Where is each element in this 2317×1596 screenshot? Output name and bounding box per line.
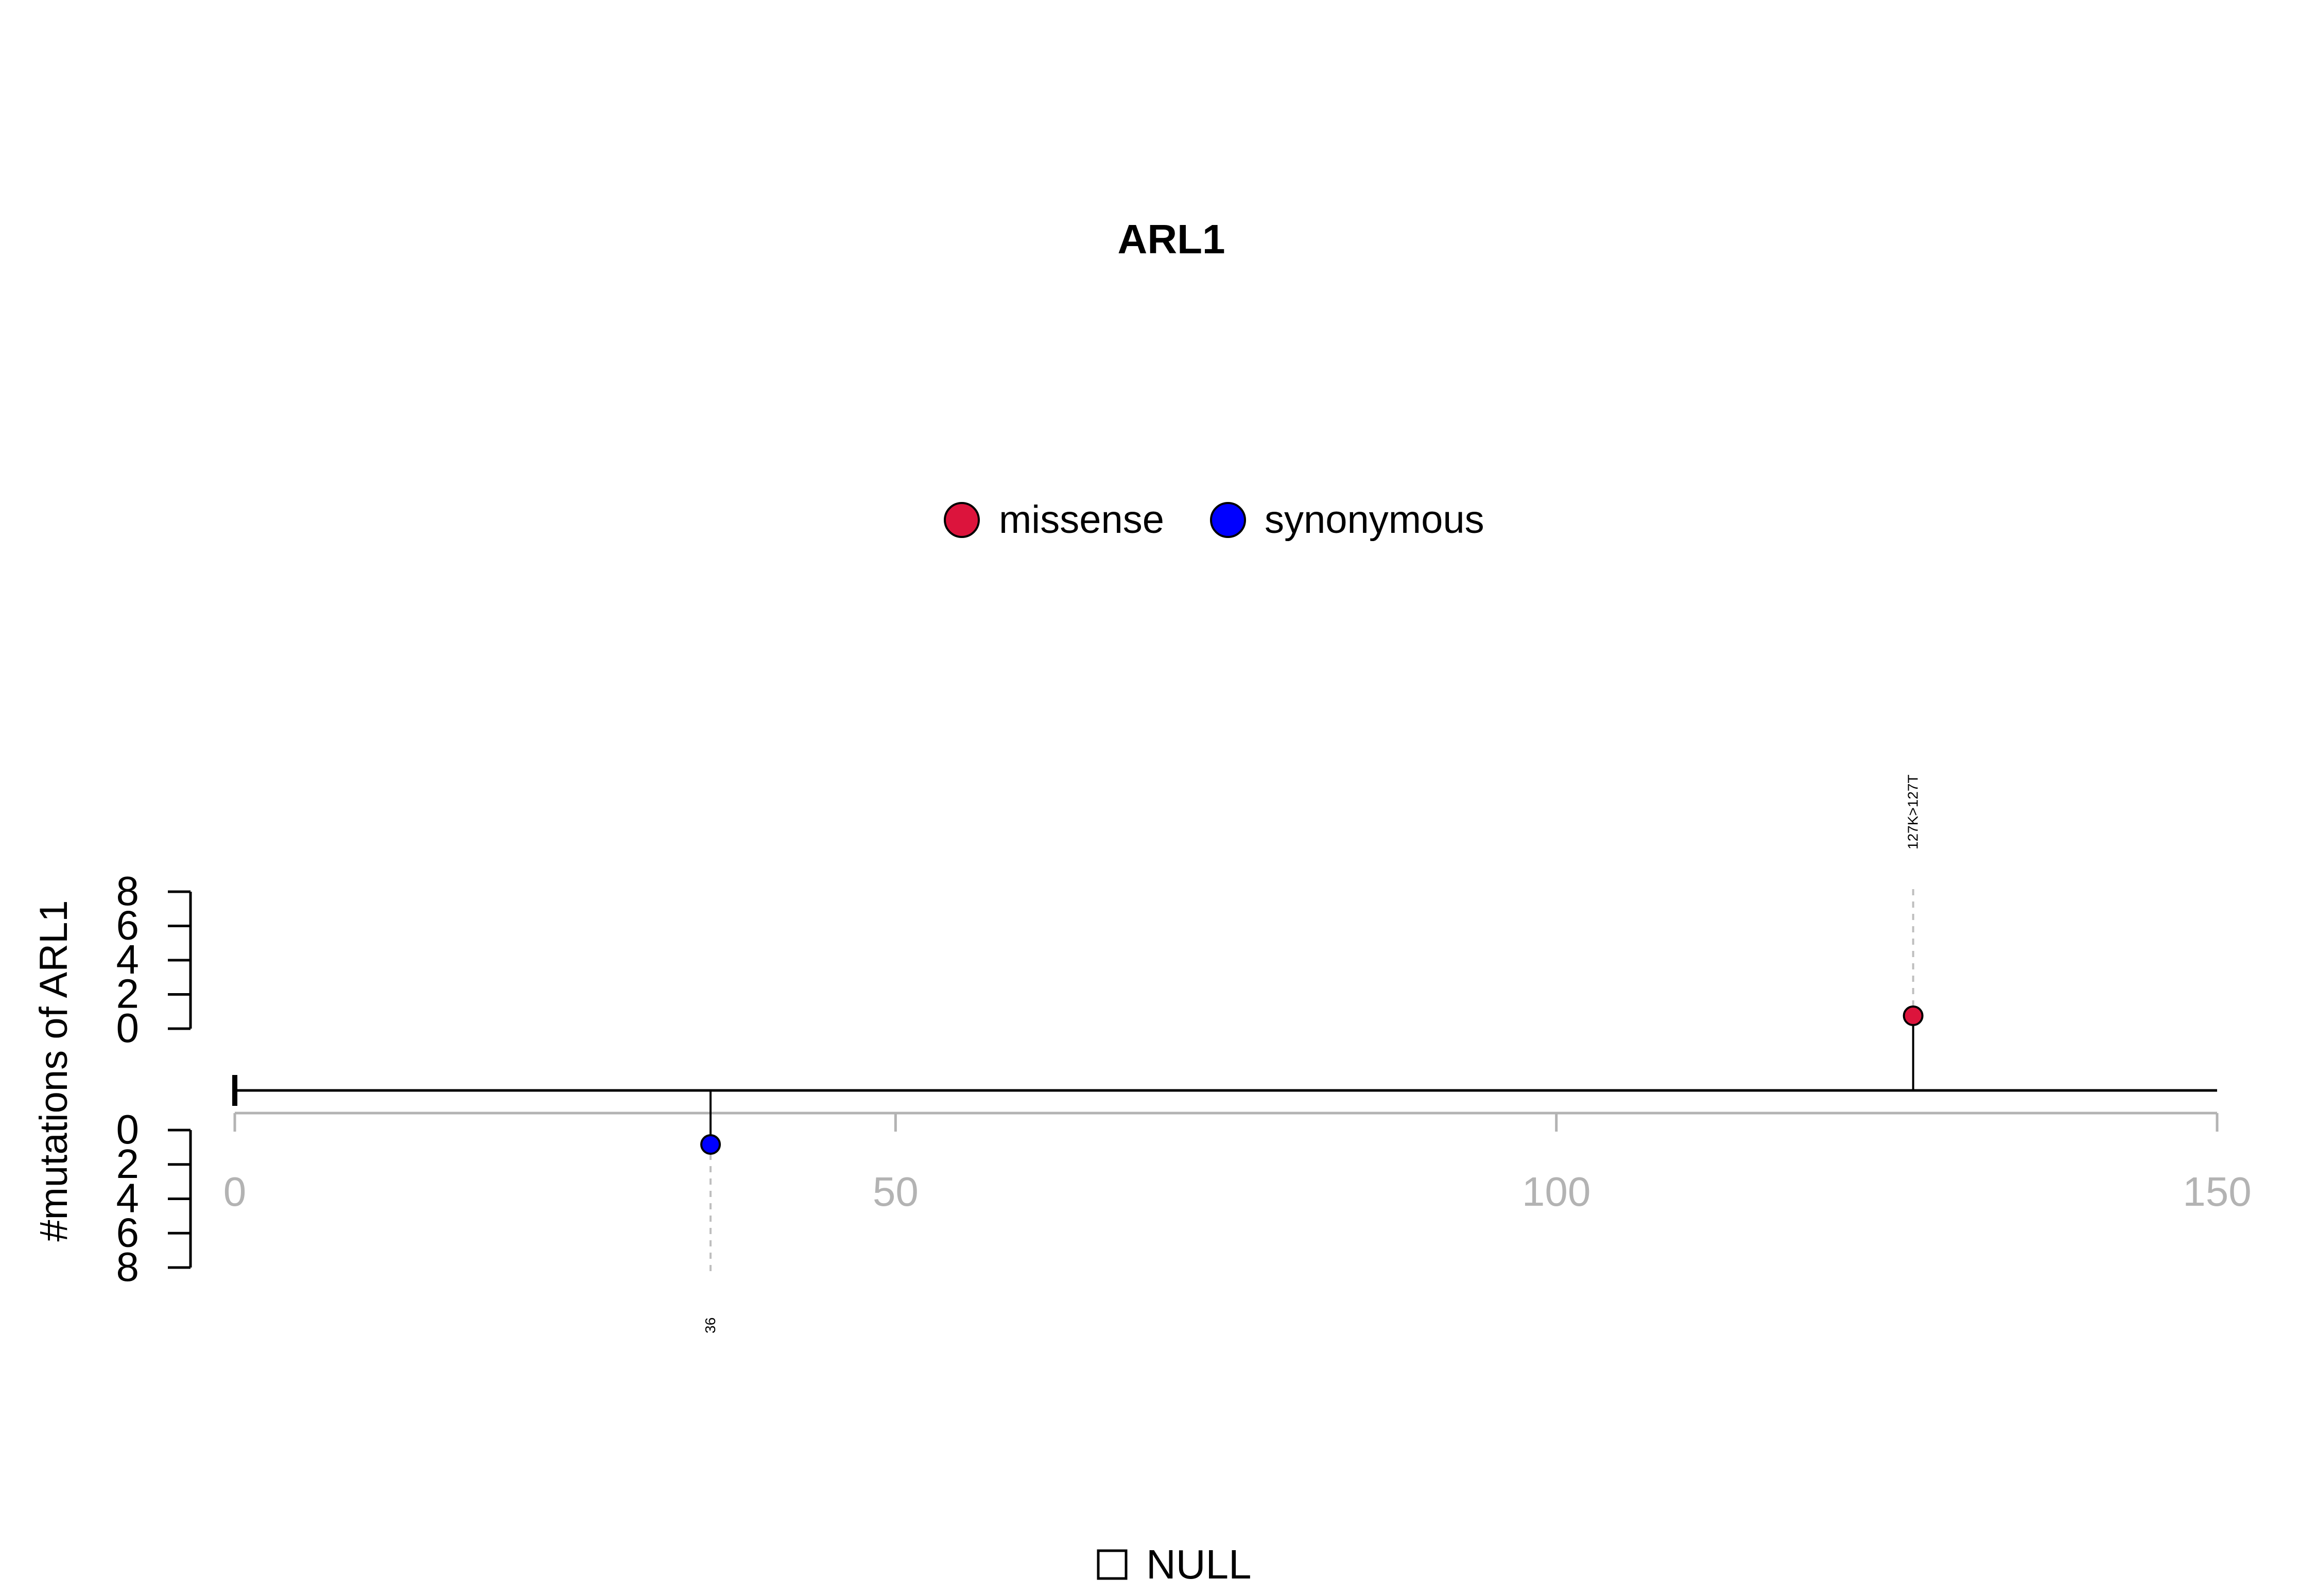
- x-tick-label: 50: [873, 1169, 919, 1215]
- domain-legend-swatch: [1097, 1549, 1128, 1580]
- legend-swatch-missense: [944, 502, 980, 538]
- legend-label-synonymous: synonymous: [1265, 498, 1484, 542]
- y-axis-top-tick-label: 0: [116, 1005, 140, 1051]
- legend-swatch-synonymous: [1210, 502, 1246, 538]
- legend: missense synonymous: [944, 498, 1484, 542]
- x-tick-label: 150: [2183, 1169, 2251, 1215]
- y-axis-bottom-tick-label: 6: [116, 1209, 140, 1255]
- y-axis-top-tick-label: 2: [116, 971, 140, 1017]
- x-tick-label: 100: [1522, 1169, 1590, 1215]
- x-axis: 0 50 100 150: [223, 1112, 2252, 1215]
- x-tick-label: 0: [223, 1169, 247, 1215]
- mutation-markers: 127K>127T 36: [700, 774, 1924, 1333]
- y-axis-top-tick-label: 6: [116, 903, 140, 948]
- mutation-missense: 127K>127T: [1903, 774, 1924, 1090]
- mutation-head: [700, 1134, 721, 1155]
- y-axis-label: #mutations of ARL1: [32, 900, 76, 1241]
- mutation-head: [1903, 1005, 1924, 1026]
- y-axis-bottom-tick-label: 8: [116, 1244, 140, 1290]
- y-axis-bottom-tick-label: 2: [116, 1141, 140, 1187]
- y-axis-top-tick-label: 4: [116, 936, 140, 982]
- mutation-label: 127K>127T: [1905, 774, 1921, 849]
- mutation-label: 36: [702, 1317, 718, 1333]
- y-axis-top-tick-label: 8: [116, 868, 140, 914]
- y-axis-bottom-tick-label: 0: [116, 1106, 140, 1152]
- chart-title: ARL1: [1118, 216, 1225, 262]
- y-axis-bottom-tick-label: 4: [116, 1175, 140, 1221]
- domain-legend-label: NULL: [1146, 1541, 1252, 1587]
- domain-legend: NULL: [1097, 1541, 1252, 1587]
- mutation-synonymous: 36: [700, 1090, 721, 1333]
- legend-label-missense: missense: [999, 498, 1164, 542]
